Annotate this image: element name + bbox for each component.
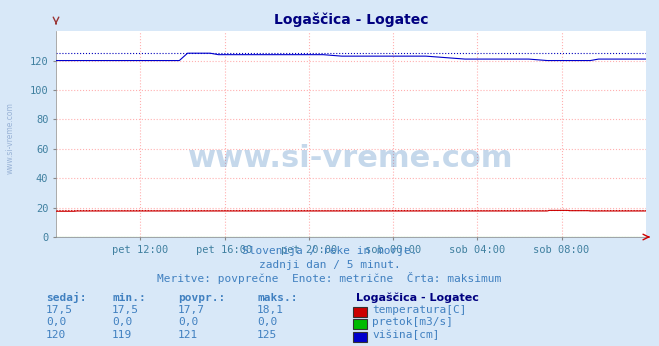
Text: 17,5: 17,5	[46, 305, 73, 315]
Text: 121: 121	[178, 330, 198, 340]
Text: povpr.:: povpr.:	[178, 293, 225, 303]
Text: sedaj:: sedaj:	[46, 292, 86, 303]
Text: 17,7: 17,7	[178, 305, 205, 315]
Text: 0,0: 0,0	[257, 317, 277, 327]
Text: 18,1: 18,1	[257, 305, 284, 315]
Text: 0,0: 0,0	[112, 317, 132, 327]
Text: 17,5: 17,5	[112, 305, 139, 315]
Text: Meritve: povprečne  Enote: metrične  Črta: maksimum: Meritve: povprečne Enote: metrične Črta:…	[158, 272, 501, 284]
Text: Logaščica - Logatec: Logaščica - Logatec	[356, 292, 478, 303]
Text: 125: 125	[257, 330, 277, 340]
Text: 0,0: 0,0	[46, 317, 67, 327]
Text: www.si-vreme.com: www.si-vreme.com	[5, 102, 14, 174]
Title: Logaščica - Logatec: Logaščica - Logatec	[273, 13, 428, 27]
Text: 120: 120	[46, 330, 67, 340]
Text: www.si-vreme.com: www.si-vreme.com	[188, 144, 513, 173]
Text: višina[cm]: višina[cm]	[372, 329, 440, 340]
Text: temperatura[C]: temperatura[C]	[372, 305, 467, 315]
Text: zadnji dan / 5 minut.: zadnji dan / 5 minut.	[258, 260, 401, 270]
Text: pretok[m3/s]: pretok[m3/s]	[372, 317, 453, 327]
Text: 0,0: 0,0	[178, 317, 198, 327]
Text: Slovenija / reke in morje.: Slovenija / reke in morje.	[242, 246, 417, 256]
Text: min.:: min.:	[112, 293, 146, 303]
Text: 119: 119	[112, 330, 132, 340]
Text: maks.:: maks.:	[257, 293, 297, 303]
